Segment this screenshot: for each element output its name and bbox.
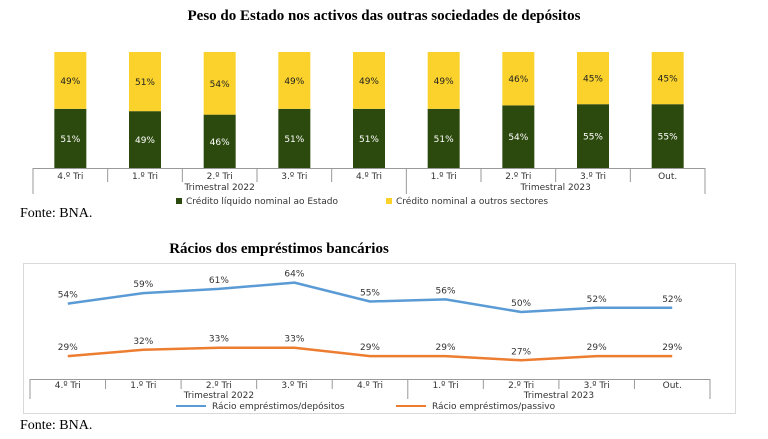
x-tick-label: 2.º Tri bbox=[505, 172, 531, 182]
x-group-label: Trimestral 2022 bbox=[183, 183, 254, 193]
bar-segment bbox=[651, 104, 684, 168]
legend-label: Crédito nominal a outros sectores bbox=[396, 196, 548, 207]
bar-data-label: 51% bbox=[434, 135, 454, 145]
x-tick-label: 1.º Tri bbox=[130, 381, 156, 391]
bar-segment bbox=[577, 52, 609, 105]
point-data-label: 32% bbox=[133, 337, 153, 347]
x-tick-label: 1.º Tri bbox=[431, 172, 457, 182]
bar-data-label: 54% bbox=[508, 133, 528, 143]
x-tick-label: 3.º Tri bbox=[584, 381, 610, 391]
bar-data-label: 55% bbox=[583, 133, 603, 143]
point-data-label: 61% bbox=[209, 276, 229, 286]
bar-data-label: 46% bbox=[508, 75, 528, 85]
point-data-label: 29% bbox=[58, 343, 78, 353]
bar-data-label: 45% bbox=[583, 75, 603, 85]
x-tick-label: 4.º Tri bbox=[356, 172, 382, 182]
x-tick-label: 4.º Tri bbox=[357, 381, 383, 391]
x-tick-label: 3.º Tri bbox=[281, 381, 307, 391]
x-tick-label: 2.º Tri bbox=[206, 381, 232, 391]
bar-segment bbox=[577, 104, 609, 168]
bar-segment bbox=[427, 52, 460, 109]
x-tick-label: 4.º Tri bbox=[57, 172, 83, 182]
x-tick-label: Out. bbox=[663, 381, 682, 391]
point-data-label: 54% bbox=[58, 291, 78, 301]
plot-frame bbox=[23, 263, 736, 414]
bar-data-label: 46% bbox=[210, 138, 230, 148]
x-group-label: Trimestral 2023 bbox=[519, 183, 590, 193]
bar-data-label: 51% bbox=[135, 78, 155, 88]
x-group-label: Trimestral 2022 bbox=[183, 391, 254, 401]
x-tick-label: 3.º Tri bbox=[281, 172, 307, 182]
bar-segment bbox=[278, 52, 311, 109]
x-tick-label: 1.º Tri bbox=[132, 172, 158, 182]
series-line bbox=[67, 281, 673, 314]
bar-data-label: 49% bbox=[434, 77, 454, 87]
line-chart-source: Fonte: BNA. bbox=[20, 418, 93, 433]
point-data-label: 29% bbox=[662, 343, 682, 353]
bar-segment bbox=[651, 52, 684, 105]
bar-chart-title: Peso do Estado nos activos das outras so… bbox=[187, 8, 581, 24]
point-data-label: 27% bbox=[511, 347, 531, 357]
legend-label: Rácio empréstimos/depósitos bbox=[212, 401, 345, 412]
legend-label: Rácio empréstimos/passivo bbox=[432, 401, 556, 412]
series-line bbox=[67, 346, 673, 362]
point-data-label: 29% bbox=[360, 343, 380, 353]
bar-segment bbox=[278, 108, 311, 168]
bar-segment bbox=[502, 52, 535, 106]
point-data-label: 33% bbox=[209, 335, 229, 345]
bar-data-label: 49% bbox=[284, 77, 304, 87]
x-tick-label: Out. bbox=[658, 172, 677, 182]
x-tick-label: 3.º Tri bbox=[580, 172, 606, 182]
point-data-label: 52% bbox=[587, 295, 607, 305]
point-data-label: 29% bbox=[587, 343, 607, 353]
bar-segment bbox=[54, 108, 87, 168]
legend-swatch bbox=[386, 198, 392, 204]
bar-segment bbox=[129, 52, 161, 112]
point-data-label: 29% bbox=[436, 343, 456, 353]
point-data-label: 55% bbox=[360, 289, 380, 299]
point-data-label: 56% bbox=[436, 286, 456, 296]
bar-data-label: 54% bbox=[210, 80, 230, 90]
x-tick-label: 4.º Tri bbox=[55, 381, 81, 391]
x-tick-label: 1.º Tri bbox=[433, 381, 459, 391]
bar-segment bbox=[54, 52, 87, 109]
bar-data-label: 49% bbox=[135, 136, 155, 146]
point-data-label: 59% bbox=[133, 280, 153, 290]
bar-data-label: 45% bbox=[658, 75, 678, 85]
bar-data-label: 49% bbox=[359, 77, 379, 87]
bar-segment bbox=[353, 108, 385, 168]
bar-segment bbox=[203, 52, 236, 115]
bar-segment bbox=[502, 105, 535, 168]
bar-chart-source: Fonte: BNA. bbox=[20, 206, 93, 221]
point-data-label: 50% bbox=[511, 299, 531, 309]
line-chart: 54% 59% 61% 64% 55% 56% 50% 52% 52% 29% 32% 33% 33% 2… bbox=[23, 263, 736, 414]
x-tick-label: 2.º Tri bbox=[207, 172, 233, 182]
bar-segment bbox=[353, 52, 385, 109]
bar-data-label: 51% bbox=[60, 135, 80, 145]
x-tick-label: 2.º Tri bbox=[508, 381, 534, 391]
bar-segment bbox=[203, 114, 236, 168]
bar-data-label: 51% bbox=[284, 135, 304, 145]
point-data-label: 64% bbox=[284, 270, 304, 280]
line-chart-title: Rácios dos empréstimos bancários bbox=[169, 241, 389, 257]
bar-segment bbox=[427, 108, 460, 168]
bar-data-label: 51% bbox=[359, 135, 379, 145]
legend-label: Crédito líquido nominal ao Estado bbox=[186, 196, 339, 207]
stacked-bar-chart: 51% 49% 4.º Tri 49% 51% 1.º Tri 46% 54% 2.º Tri 5… bbox=[32, 52, 706, 207]
point-data-label: 33% bbox=[284, 335, 304, 345]
x-group-label: Trimestral 2023 bbox=[523, 391, 594, 401]
bar-segment bbox=[129, 111, 161, 168]
legend-swatch bbox=[176, 198, 182, 204]
point-data-label: 52% bbox=[662, 295, 682, 305]
bar-data-label: 49% bbox=[60, 77, 80, 87]
bar-data-label: 55% bbox=[658, 133, 678, 143]
